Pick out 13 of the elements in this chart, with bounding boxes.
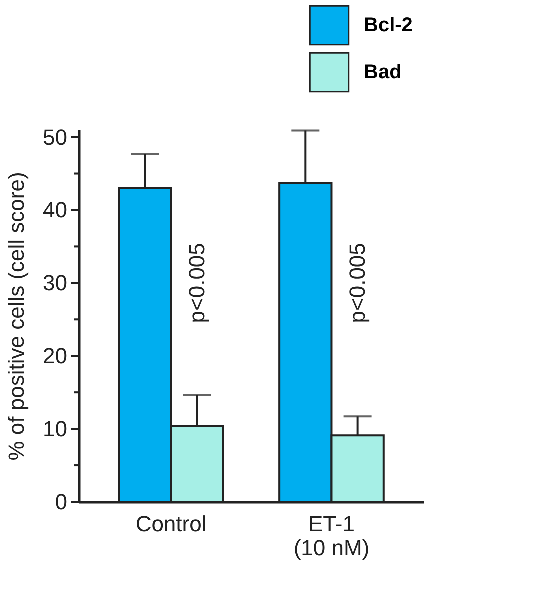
x-tick-label: Control	[136, 512, 207, 536]
annotation: p<0.005	[344, 243, 370, 324]
y-tick-label: 30	[43, 270, 68, 296]
x-tick-label: ET-1 (10 nM)	[294, 512, 370, 560]
legend-label: Bad	[364, 62, 402, 84]
y-tick-label: 10	[43, 416, 68, 442]
annotation: p<0.005	[184, 243, 210, 324]
y-axis-title: % of positive cells (cell score)	[4, 172, 30, 461]
y-tick-label: 50	[43, 124, 68, 150]
y-tick-label: 0	[55, 490, 68, 514]
y-tick-label: 40	[43, 198, 68, 223]
y-tick-label: 20	[43, 344, 68, 369]
legend-label: Bcl-2	[364, 14, 413, 36]
